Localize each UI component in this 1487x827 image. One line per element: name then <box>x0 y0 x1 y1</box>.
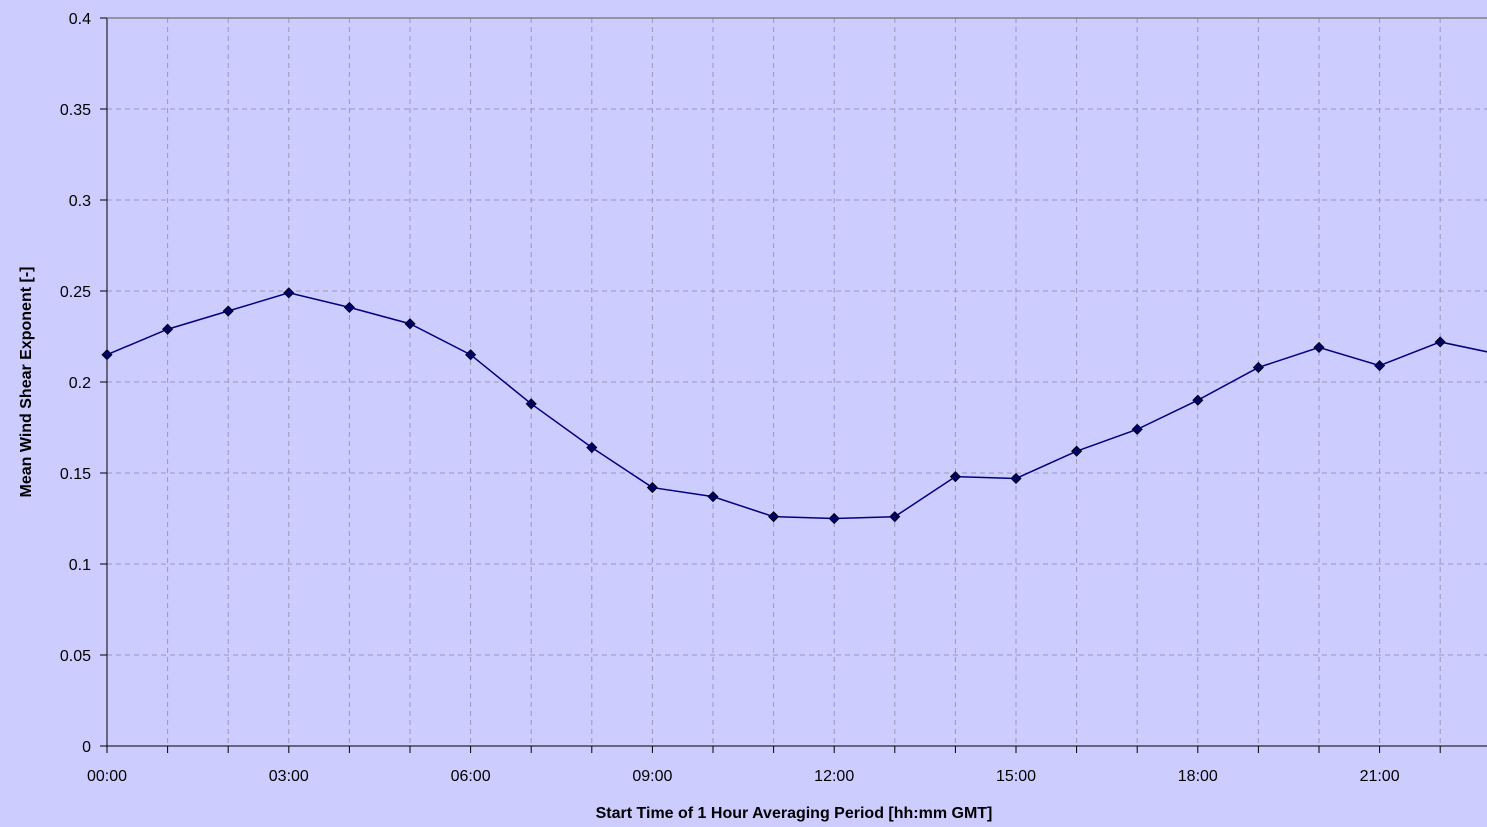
data-point <box>525 398 537 410</box>
x-tick-label: 12:00 <box>814 768 854 785</box>
y-tick-label: 0.25 <box>60 284 91 301</box>
y-tick-label: 0 <box>82 739 91 756</box>
x-tick-label: 00:00 <box>87 768 127 785</box>
y-axis-title: Mean Wind Shear Exponent [-] <box>18 267 35 498</box>
data-point <box>1313 341 1325 353</box>
x-tick-label: 18:00 <box>1178 768 1218 785</box>
y-tick-label: 0.3 <box>69 193 91 210</box>
data-point <box>828 512 840 525</box>
y-tick-label: 0.4 <box>69 11 91 28</box>
plot-area <box>101 287 1487 525</box>
data-point <box>1071 445 1083 457</box>
y-tick-label: 0.2 <box>69 375 91 392</box>
data-point <box>101 349 113 361</box>
y-tick-label: 0.15 <box>60 466 91 483</box>
data-point <box>707 491 719 503</box>
data-point <box>343 301 355 313</box>
data-point <box>404 318 416 330</box>
x-tick-label: 06:00 <box>451 768 491 785</box>
data-point <box>1010 472 1022 485</box>
x-axis-ticks: 00:00 03:00 06:00 09:00 12:00 15:00 18:00 21:00 <box>87 746 1441 785</box>
data-point <box>586 441 598 454</box>
data-point <box>768 511 780 523</box>
y-tick-label: 0.05 <box>60 648 91 665</box>
y-axis-ticks: 0 0.05 0.1 0.15 0.2 0.25 0.3 0.35 0.4 <box>60 11 107 756</box>
data-point <box>1434 336 1446 348</box>
data-point <box>889 511 901 523</box>
data-point <box>465 349 477 361</box>
x-tick-label: 21:00 <box>1360 768 1400 785</box>
data-point <box>1131 423 1143 435</box>
x-tick-label: 03:00 <box>269 768 309 785</box>
x-tick-label: 15:00 <box>996 768 1036 785</box>
data-point <box>1192 394 1204 406</box>
data-point <box>1374 360 1386 372</box>
series-line <box>106 292 1487 520</box>
data-point <box>1252 361 1264 374</box>
data-point <box>283 287 295 299</box>
data-point <box>646 481 658 494</box>
data-point <box>222 305 234 317</box>
data-point <box>949 471 961 483</box>
x-axis-title: Start Time of 1 Hour Averaging Period [h… <box>596 805 993 822</box>
y-tick-label: 0.1 <box>69 557 91 574</box>
y-tick-label: 0.35 <box>60 102 91 119</box>
x-tick-label: 09:00 <box>632 768 672 785</box>
gridlines <box>107 18 1487 746</box>
data-point <box>162 323 174 335</box>
